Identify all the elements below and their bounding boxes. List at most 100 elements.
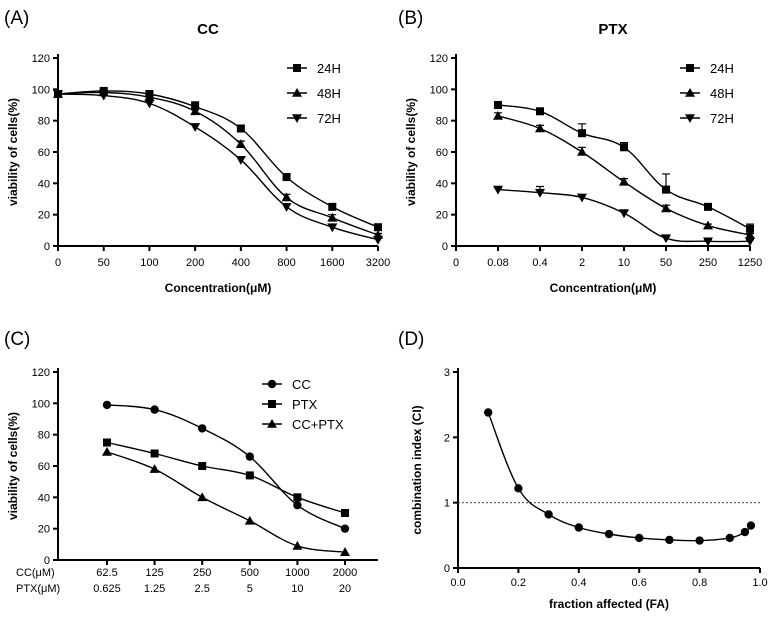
series-48h: [493, 110, 755, 239]
data-point: [103, 438, 111, 447]
legend: CC PTX CC+PTX: [262, 377, 344, 432]
x-axis-label: Concentration(μM): [550, 281, 657, 295]
x-tick-label: 5: [247, 583, 253, 595]
axes: [455, 54, 750, 247]
legend-marker: [685, 114, 695, 123]
data-point: [494, 101, 502, 109]
data-point: [373, 235, 383, 245]
axes: [57, 368, 378, 561]
series-72h: [53, 90, 383, 245]
series-ci: [484, 408, 756, 545]
data-point: [493, 110, 503, 120]
data-point: [190, 123, 201, 132]
data-point: [746, 224, 754, 233]
legend: 24H 48H 72H: [287, 61, 341, 126]
x-tick-label: 100: [140, 257, 158, 269]
y-tick-label: 60: [38, 461, 50, 473]
y-tick-label: 1: [444, 498, 450, 510]
legend-marker: [292, 88, 302, 97]
data-point: [235, 156, 246, 165]
data-point: [198, 424, 207, 433]
panel-c: (C) 0 20 40 60 80 100 120 viability of cells(%) C…: [4, 329, 378, 595]
x-tick-label: 62.5: [96, 567, 117, 579]
x-row-label: CC(μM): [16, 567, 55, 579]
y-tick-label: 0: [442, 241, 448, 253]
data-point: [703, 237, 713, 247]
y-tick-label: 20: [38, 210, 50, 222]
data-point: [102, 400, 112, 410]
data-point: [619, 209, 629, 219]
series-48h: [53, 87, 383, 239]
series-line: [57, 91, 379, 236]
data-point: [695, 536, 704, 545]
data-point: [514, 484, 523, 493]
data-point: [535, 188, 545, 198]
legend-marker: [267, 419, 277, 428]
legend-marker: [267, 379, 277, 389]
data-point: [245, 452, 254, 461]
y-tick-label: 80: [38, 430, 50, 442]
x-tick-label: 200: [186, 257, 204, 269]
data-point: [150, 449, 159, 458]
y-tick-label: 100: [32, 84, 50, 96]
data-point: [98, 91, 109, 101]
x-tick-label: 1600: [320, 257, 344, 269]
legend-marker: [268, 400, 276, 408]
legend-label: PTX: [292, 397, 318, 412]
x-tick-label: 800: [277, 257, 295, 269]
y-tick-label: 20: [38, 524, 50, 536]
series-line: [106, 451, 346, 553]
data-point: [144, 92, 155, 101]
y-tick-label: 80: [38, 116, 50, 128]
x-tick-label: 1.0: [752, 577, 767, 589]
data-point: [535, 123, 545, 133]
data-point: [327, 223, 338, 233]
x-tick-label: 1250: [738, 257, 762, 269]
y-tick-label: 120: [32, 53, 50, 65]
y-axis-label: combination index (CI): [410, 405, 424, 534]
data-point: [340, 547, 350, 556]
legend-marker: [292, 114, 302, 123]
x-axis-label: Concentration(μM): [165, 281, 272, 295]
y-tick-label: 40: [38, 492, 50, 504]
data-point: [703, 220, 713, 230]
series-24h: [494, 101, 754, 233]
x-tick-label: 10: [291, 583, 303, 595]
x-tick-label: 0.8: [692, 577, 707, 589]
data-point: [665, 535, 674, 545]
data-point: [328, 202, 337, 211]
panel-letter: (B): [398, 8, 423, 29]
x-tick-label: 3200: [366, 257, 390, 269]
data-point: [536, 107, 544, 116]
data-point: [292, 540, 303, 550]
series-line: [487, 412, 752, 542]
panel-letter: (A): [4, 8, 29, 29]
data-point: [149, 464, 160, 473]
x-tick-label: 500: [241, 567, 259, 579]
legend-marker: [293, 64, 301, 72]
x-tick-label: 0.6: [632, 577, 647, 589]
data-point: [574, 523, 583, 532]
data-point: [235, 139, 246, 148]
y-tick-label: 40: [38, 178, 50, 190]
legend-label: 72H: [710, 111, 734, 126]
series-cc: [102, 400, 350, 533]
y-tick-label: 80: [436, 116, 448, 128]
chart-title: PTX: [598, 21, 627, 38]
x-row-label: PTX(μM): [16, 583, 60, 595]
y-tick-label: 20: [436, 210, 448, 222]
data-point: [281, 192, 292, 202]
legend-label: CC: [292, 377, 311, 392]
data-point: [341, 509, 349, 517]
data-point: [620, 143, 628, 152]
data-point: [53, 90, 63, 100]
x-tick-label: 10: [618, 257, 630, 269]
series-line: [57, 93, 379, 241]
x-tick-label: 0.2: [511, 577, 526, 589]
x-tick-label: 250: [699, 257, 717, 269]
data-point: [150, 405, 159, 414]
x-tick-label: 2: [579, 257, 585, 269]
legend-label: 48H: [317, 86, 341, 101]
y-tick-label: 3: [444, 367, 450, 379]
